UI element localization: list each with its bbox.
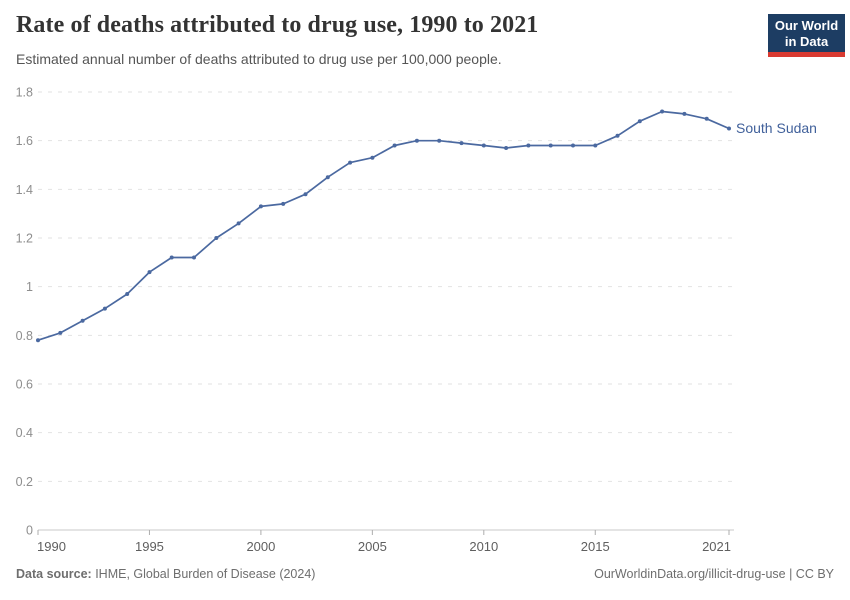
data-point [637,119,642,124]
data-point [258,204,263,209]
data-point [58,330,63,335]
x-axis-tick-label: 2015 [581,539,610,554]
data-point [459,141,464,146]
data-point [325,175,330,180]
y-axis-tick-label: 1.2 [16,232,33,246]
data-point [414,138,419,143]
y-axis-tick-label: 1.4 [16,183,33,197]
data-point [36,338,40,343]
data-point [571,143,575,148]
data-point [370,155,375,160]
data-point [727,126,731,131]
y-axis-tick-label: 1 [26,280,33,294]
x-axis-tick-label: 2010 [469,539,498,554]
y-axis-tick-label: 0.2 [16,475,33,489]
x-axis-tick-label: 2000 [246,539,275,554]
y-axis-tick-label: 1.8 [16,86,33,100]
y-axis-tick-label: 0.6 [16,378,33,392]
data-point [615,133,620,138]
data-point [481,143,486,148]
series-line [37,110,730,342]
data-point [192,255,196,260]
x-axis-tick-label: 2005 [358,539,387,554]
data-point [80,318,85,323]
data-point [504,146,509,150]
data-point [392,143,397,148]
y-axis-tick-label: 0.4 [16,426,33,440]
owid-logo-line1: Our World [774,18,839,33]
owid-logo-text: Our World in Data [768,14,845,52]
data-point [102,306,107,311]
y-axis-tick-label: 0 [26,524,33,538]
data-point [125,292,130,296]
y-axis-tick-label: 1.6 [16,134,33,148]
data-point [704,116,709,121]
chart-footer: Data source: IHME, Global Burden of Dise… [16,567,834,581]
data-point [348,160,353,165]
data-point [147,270,152,275]
y-axis-tick-label: 0.8 [16,329,33,343]
x-axis-tick-label: 1995 [135,539,164,554]
owid-logo: Our World in Data [768,14,845,57]
data-point [526,143,531,148]
data-point [593,143,598,148]
credit-text: OurWorldinData.org/illicit-drug-use | CC… [594,567,834,581]
data-point [281,201,286,206]
data-point [236,221,241,226]
data-point [660,109,665,114]
chart-title: Rate of deaths attributed to drug use, 1… [16,12,539,38]
data-source-text: Data source: IHME, Global Burden of Dise… [16,567,315,581]
data-point [169,255,174,260]
owid-logo-red-bar [768,52,845,57]
data-point [548,143,553,148]
data-source-value: IHME, Global Burden of Disease (2024) [91,567,316,581]
data-point [303,192,308,197]
owid-logo-line2: in Data [784,34,829,49]
x-axis-tick-label: 1990 [37,539,66,554]
series-end-label: South Sudan [736,120,817,136]
chart-subtitle: Estimated annual number of deaths attrib… [16,51,502,67]
data-source-label: Data source: [16,567,92,581]
data-point [437,138,442,143]
data-point [214,236,219,240]
x-axis-tick-label: 2021 [702,539,731,554]
data-point [682,111,687,116]
